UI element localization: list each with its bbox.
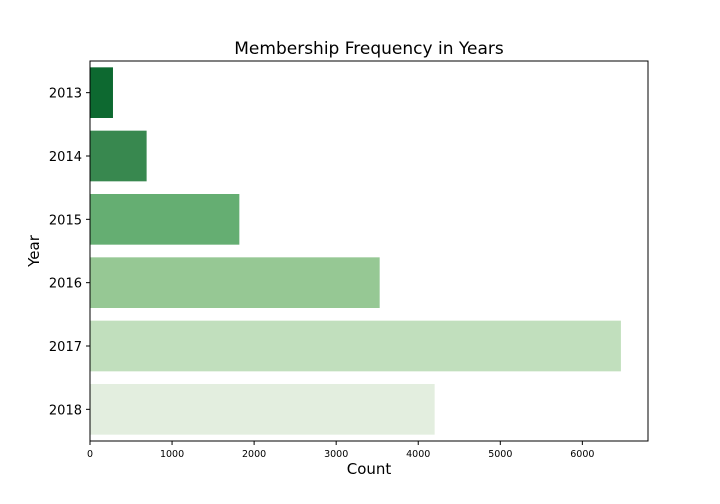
- bar-2018: [90, 384, 435, 435]
- bar-2015: [90, 194, 240, 245]
- y-axis-label: Year: [25, 234, 43, 268]
- y-tick-label-2016: 2016: [49, 277, 82, 292]
- bars-group: [90, 67, 621, 435]
- bar-2014: [90, 130, 147, 182]
- plot-frame: [89, 60, 649, 442]
- x-tick-label-5000: 5000: [488, 449, 512, 460]
- bar-2017: [90, 320, 621, 372]
- x-tick-label-1000: 1000: [160, 449, 184, 460]
- y-tick-label-2017: 2017: [49, 340, 82, 355]
- y-axis: 2013 2014 2015 2016 2017 2018: [49, 87, 90, 418]
- chart-title: Membership Frequency in Years: [234, 39, 504, 59]
- x-axis-label: Count: [347, 460, 392, 478]
- x-tick-label-4000: 4000: [406, 449, 430, 460]
- x-tick-label-6000: 6000: [570, 449, 594, 460]
- bar-2016: [90, 257, 380, 308]
- y-tick-label-2015: 2015: [49, 213, 82, 228]
- bar-2013: [90, 67, 113, 118]
- x-tick-label-0: 0: [87, 449, 93, 460]
- x-tick-label-3000: 3000: [324, 449, 348, 460]
- x-tick-label-2000: 2000: [242, 449, 266, 460]
- y-tick-label-2014: 2014: [49, 150, 82, 165]
- y-tick-label-2013: 2013: [49, 87, 82, 102]
- x-axis: 0 1000 2000 3000 4000 5000 6000: [87, 441, 594, 460]
- y-tick-label-2018: 2018: [49, 403, 82, 418]
